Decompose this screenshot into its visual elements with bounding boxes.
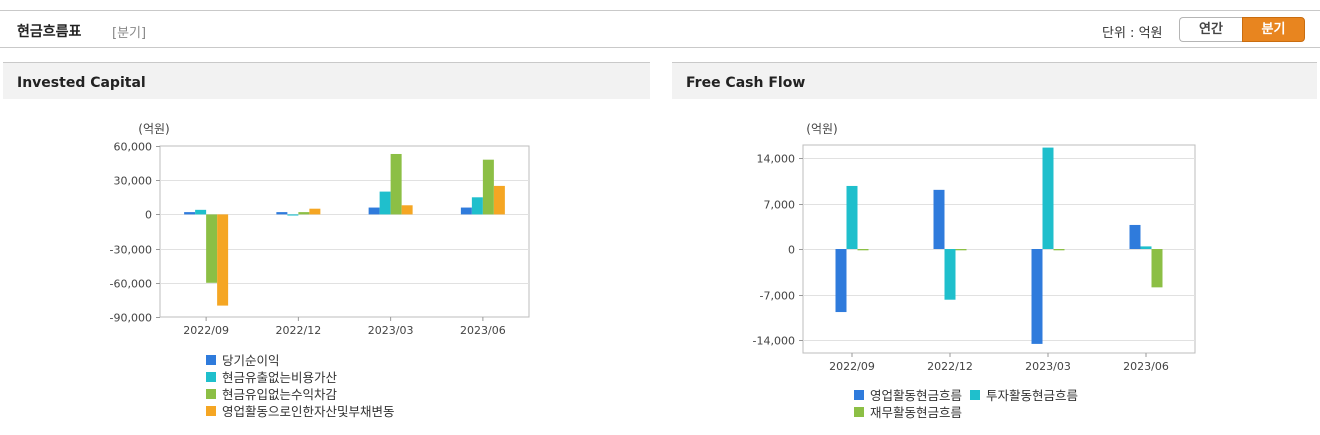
page-title: 현금흐름표 xyxy=(17,24,82,40)
bar xyxy=(460,207,472,215)
legend-label: 재무활동현금흐름 xyxy=(870,405,963,420)
bar xyxy=(309,208,321,215)
y-tick-label: 30,000 xyxy=(114,175,153,188)
y-tick-label: -90,000 xyxy=(110,312,152,325)
bar xyxy=(471,197,483,215)
legend-item: 영업활동으로인한자산및부채변동 xyxy=(206,402,395,419)
x-tick-label: 2022/12 xyxy=(927,360,973,373)
bar xyxy=(368,207,380,215)
bar xyxy=(493,185,505,215)
x-tick-label: 2022/09 xyxy=(183,324,229,337)
legend-swatch xyxy=(854,389,864,400)
legend-label: 영업활동현금흐름 xyxy=(870,388,963,403)
x-tick-label: 2023/06 xyxy=(460,324,506,337)
bar xyxy=(835,249,847,313)
bar xyxy=(276,212,288,215)
y-tick-label: -14,000 xyxy=(753,335,795,348)
y-tick-label: 14,000 xyxy=(757,153,796,166)
legend-item: 현금유입없는수익차감 xyxy=(206,385,395,402)
invested-capital-panel: Invested Capital 60,000 30,000 0 -30,000 -60… xyxy=(3,62,650,435)
x-tick-label: 2022/12 xyxy=(276,324,322,337)
bar xyxy=(933,189,945,249)
annual-button[interactable]: 연간 xyxy=(1179,17,1242,42)
bar xyxy=(1129,224,1141,249)
unit-label: 단위 : 억원 xyxy=(1102,26,1163,41)
invested-capital-legend: 당기순이익 현금유출없는비용가산 현금유입없는수익차감 영업활동으로인한자산및부… xyxy=(206,351,395,419)
legend-swatch xyxy=(206,371,216,382)
legend-label: 현금유출없는비용가산 xyxy=(222,370,338,385)
legend-label: 영업활동으로인한자산및부채변동 xyxy=(222,404,395,419)
section-header: 현금흐름표 [분기] 단위 : 억원 연간 분기 xyxy=(0,10,1320,48)
bar xyxy=(379,191,391,215)
bar xyxy=(955,249,967,251)
y-tick-label: 7,000 xyxy=(764,199,796,212)
panel-title: Invested Capital xyxy=(17,75,146,91)
legend-swatch xyxy=(206,388,216,399)
bar xyxy=(857,249,869,251)
legend-label: 현금유입없는수익차감 xyxy=(222,387,338,402)
y-tick-label: -7,000 xyxy=(760,290,795,303)
legend-swatch xyxy=(854,406,864,417)
legend-item: 투자활동현금흐름 xyxy=(970,386,1078,403)
bar xyxy=(846,185,858,249)
y-tick-label: 60,000 xyxy=(114,141,153,154)
legend-item: 재무활동현금흐름 xyxy=(854,403,962,420)
period-label: [분기] xyxy=(112,26,147,41)
bar xyxy=(401,205,413,215)
x-tick-label: 2023/03 xyxy=(368,324,414,337)
bar xyxy=(390,153,402,215)
legend-swatch xyxy=(970,389,981,400)
bar xyxy=(1151,249,1163,288)
invested-capital-chart: 60,000 30,000 0 -30,000 -60,000 -90,000 (억원) 20… xyxy=(110,122,530,337)
panel-title-bar: Free Cash Flow xyxy=(672,62,1317,99)
bar xyxy=(184,212,196,215)
bar xyxy=(287,214,299,216)
y-axis-title: (억원) xyxy=(806,122,837,136)
y-tick-label: -60,000 xyxy=(110,278,152,291)
y-tick-label: 0 xyxy=(788,244,795,257)
panel-title-bar: Invested Capital xyxy=(3,62,650,99)
bar xyxy=(298,212,310,215)
legend-label: 투자활동현금흐름 xyxy=(986,388,1079,403)
y-tick-label: -30,000 xyxy=(110,244,152,257)
bar xyxy=(206,214,218,283)
legend-swatch xyxy=(206,405,216,416)
bar xyxy=(217,214,229,306)
free-cash-flow-legend: 영업활동현금흐름 투자활동현금흐름 재무활동현금흐름 xyxy=(854,386,1086,420)
legend-item: 현금유출없는비용가산 xyxy=(206,368,395,385)
y-tick-label: 0 xyxy=(145,209,152,222)
legend-label: 당기순이익 xyxy=(222,353,280,368)
period-toggle: 연간 분기 xyxy=(1179,17,1306,42)
bar xyxy=(1042,147,1054,249)
legend-swatch xyxy=(206,354,216,365)
bar xyxy=(1140,246,1152,249)
free-cash-flow-panel: Free Cash Flow 14,000 7,000 0 -7,000 -14,000… xyxy=(672,62,1317,435)
x-tick-label: 2023/03 xyxy=(1025,360,1071,373)
free-cash-flow-chart: 14,000 7,000 0 -7,000 -14,000 (억원) 2022/09 2022… xyxy=(753,122,1196,373)
x-tick-label: 2022/09 xyxy=(829,360,875,373)
legend-item: 당기순이익 xyxy=(206,351,395,368)
bar xyxy=(482,159,494,215)
bar xyxy=(195,209,207,215)
x-tick-label: 2023/06 xyxy=(1123,360,1169,373)
bar xyxy=(1053,249,1065,251)
bar xyxy=(944,249,956,300)
quarter-button[interactable]: 분기 xyxy=(1242,17,1305,42)
bar xyxy=(1031,249,1043,344)
panel-title: Free Cash Flow xyxy=(686,75,806,91)
legend-item: 영업활동현금흐름 xyxy=(854,386,962,403)
y-axis-title: (억원) xyxy=(138,122,169,136)
